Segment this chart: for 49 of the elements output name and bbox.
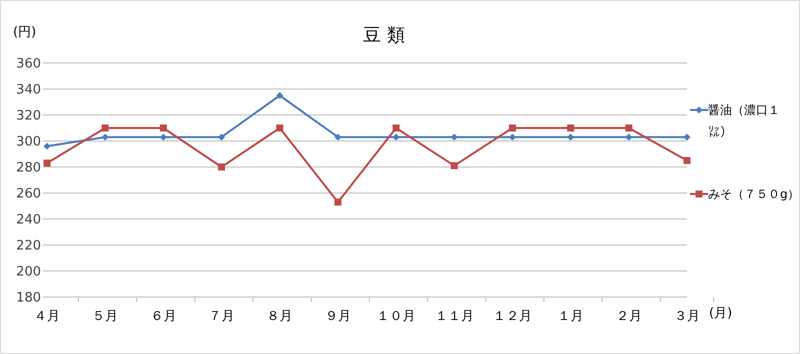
x-tick-label: １月 — [558, 309, 584, 324]
x-tick-label: ５月 — [92, 309, 118, 324]
y-tick-label: 280 — [16, 160, 41, 176]
point — [684, 157, 690, 164]
point — [684, 134, 690, 141]
point — [567, 134, 574, 141]
y-tick-label: 220 — [16, 238, 41, 254]
point — [567, 124, 574, 132]
point — [160, 124, 167, 132]
y-tick-label: 240 — [16, 212, 41, 228]
point — [276, 124, 284, 132]
point — [218, 134, 226, 141]
point — [392, 134, 400, 141]
point — [625, 134, 632, 141]
y-tick-label: 180 — [16, 290, 41, 306]
point — [334, 134, 342, 141]
x-tick-label: ６月 — [150, 309, 176, 324]
point — [160, 134, 167, 141]
x-tick-label: ４月 — [34, 309, 60, 324]
point — [392, 124, 400, 132]
y-tick-label: 300 — [16, 134, 41, 150]
point — [508, 134, 516, 141]
x-tick-label: ７月 — [208, 309, 235, 324]
point — [334, 198, 342, 206]
x-tick-label: ３月 — [674, 309, 700, 324]
legend-label: みそ（７５０g） — [708, 186, 800, 203]
x-tick-label: ２月 — [616, 309, 642, 324]
point — [625, 124, 632, 132]
point — [508, 124, 516, 132]
point — [450, 134, 458, 141]
x-tick-label: １０月 — [376, 309, 416, 324]
y-tick-label: 260 — [16, 186, 41, 202]
chart-title: 豆 類 — [362, 24, 406, 47]
point — [102, 134, 109, 141]
point — [102, 124, 109, 132]
point — [450, 162, 458, 170]
x-tick-label: ８月 — [266, 309, 293, 324]
legend-label: 醤油（濃口１㍑） — [708, 102, 781, 141]
point — [218, 164, 226, 170]
x-tick-label: ９月 — [324, 309, 351, 324]
y-axis-title: (円) — [13, 24, 36, 41]
y-tick-label: 200 — [16, 264, 41, 280]
y-tick-label: 340 — [16, 82, 41, 98]
x-tick-label: １２月 — [492, 309, 532, 324]
x-tick-label: １１月 — [434, 309, 474, 324]
y-tick-label: 360 — [16, 56, 41, 72]
point — [276, 92, 284, 99]
x-axis-title: (月) — [709, 305, 732, 322]
y-tick-label: 320 — [16, 108, 41, 124]
